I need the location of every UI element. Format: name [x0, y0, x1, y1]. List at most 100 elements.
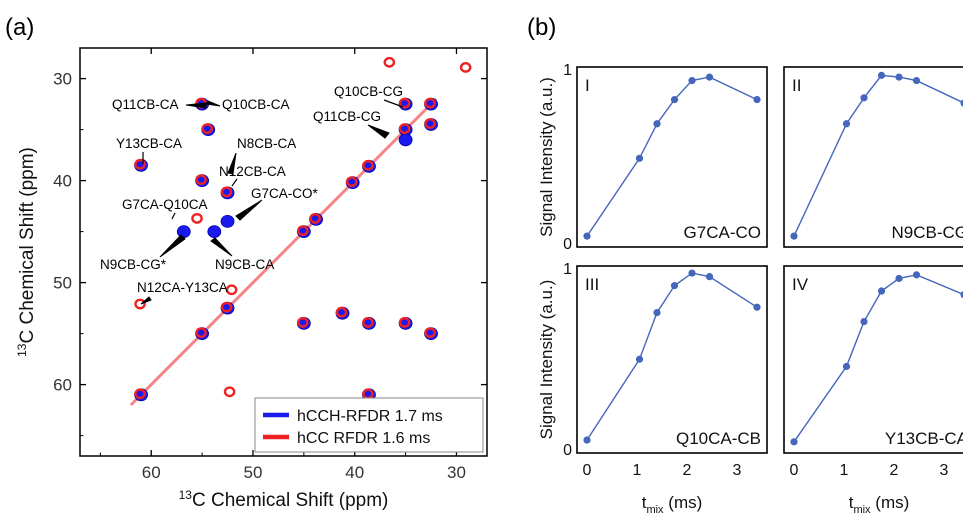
x-axis-label-text: t [849, 493, 854, 512]
y-axis-label: Signal Intensity (a.u.) [537, 280, 556, 440]
data-point [653, 308, 661, 317]
annotation-label: Q10CB-CA [222, 97, 290, 112]
peak-hcc-rfdr [134, 388, 146, 400]
annotation-pointer [235, 199, 263, 221]
x-tick-label: 3 [733, 462, 742, 479]
peak-hcc-rfdr [424, 97, 436, 109]
annotation-label: N8CB-CA [237, 136, 296, 151]
peak-hcc-rfdr [134, 158, 146, 170]
peak-hcc-rfdr [398, 97, 411, 109]
peak-hcc-rfdr [398, 316, 411, 328]
data-point [688, 76, 696, 85]
peak-hcc-rfdr [195, 327, 207, 338]
annotation-pointer [140, 296, 152, 305]
peak-hcc-rfdr [297, 225, 309, 237]
legend-box [254, 397, 484, 453]
data-point [895, 73, 903, 81]
peak-hcc-rfdr [362, 316, 374, 328]
legend-label: hCC RFDR 1.6 ms [297, 430, 430, 447]
annotation-label: N12CA-Y13CA [137, 280, 228, 295]
y-tick-label: 60 [53, 376, 72, 395]
buildup-subplot: II N9CB-CG [783, 66, 963, 248]
subplot-frame [783, 66, 963, 248]
subplot-label: N9CB-CG [891, 223, 963, 242]
x-tick-label: 50 [244, 463, 263, 482]
data-point [842, 362, 851, 371]
annotation-label: G7CA-CO* [251, 186, 319, 201]
peak-hcc-rfdr [201, 123, 214, 135]
annotation-label: N9CB-CA [215, 257, 274, 272]
subplot-label: Y13CB-CA [885, 429, 963, 448]
peak-hcc-rfdr [134, 298, 146, 310]
x-axis-label-text: C Chemical Shift (ppm) [192, 490, 388, 511]
annotation-label: N9CB-CG* [100, 257, 167, 272]
annotation-pointer [367, 124, 390, 139]
x-axis-label-superscript: 13 [179, 488, 193, 502]
annotation-pointers [140, 99, 404, 305]
peak-hcc-rfdr [424, 327, 436, 338]
x-tick-label: 1 [840, 462, 849, 479]
x-axis-label-subscript: mix [646, 504, 664, 516]
subplot-roman-label: I [585, 76, 590, 95]
peak-hcc-rfdr [297, 316, 309, 328]
annotation-pointer [159, 234, 186, 258]
subplot-label: G7CA-CO [684, 223, 761, 242]
data-point [790, 438, 798, 446]
buildup-subplot: I G7CA-CO 1 0 Signal Intensity (a.u.) [537, 62, 768, 253]
peak-hcc-rfdr [225, 284, 238, 296]
data-point [860, 317, 868, 326]
y-tick-label: 1 [563, 62, 572, 79]
peak-hcch-rfdr [207, 225, 222, 239]
data-point [635, 355, 644, 363]
subplot-frame [783, 265, 963, 454]
buildup-subplot: IV Y13CB-CA 0 1 2 3 tmix (ms) [783, 265, 963, 516]
data-point [842, 120, 851, 128]
x-tick-label: 2 [890, 462, 899, 479]
series-line [793, 274, 963, 443]
peak-hcc-rfdr [398, 123, 411, 135]
data-point [583, 436, 591, 444]
peak-hcch-rfdr [176, 225, 191, 239]
annotation-pointer [171, 212, 176, 220]
x-axis-label: 13C Chemical Shift (ppm) [179, 488, 389, 511]
annotation-label: Y13CB-CA [116, 136, 182, 151]
peak-hcch-rfdr [220, 214, 235, 228]
data-point [705, 273, 714, 281]
data-point [895, 274, 903, 283]
annotation-pointer [185, 102, 207, 109]
annotation-pointer [205, 100, 221, 107]
nmr-annotations: Q11CB-CA Q10CB-CA Q10CB-CG Q11CB-CG Y13C… [100, 84, 403, 295]
peak-hcch-rfdr [398, 133, 413, 147]
data-point [688, 269, 696, 277]
y-tick-label: 0 [563, 236, 572, 253]
peak-hcc-rfdr [220, 186, 233, 198]
peak-hcc-rfdr [335, 306, 348, 318]
x-axis-label-subscript: mix [853, 504, 871, 516]
subplot-label: Q10CA-CB [676, 429, 761, 448]
data-point [653, 120, 661, 128]
annotation-label: Q10CB-CG [334, 84, 403, 99]
y-tick-label: 40 [53, 172, 72, 191]
subplot-frame [576, 66, 768, 248]
peak-hcc-rfdr [309, 212, 321, 224]
peak-hcc-rfdr [362, 159, 374, 171]
data-point [790, 232, 798, 240]
data-point [912, 271, 921, 279]
annotation-pointer [227, 152, 237, 175]
y-axis-label-superscript: 13 [15, 343, 29, 357]
series-line [586, 272, 758, 441]
peak-hcc-rfdr [459, 62, 472, 73]
y-axis-label: 13C Chemical Shift (ppm) [15, 147, 38, 357]
y-axis-label: Signal Intensity (a.u.) [537, 77, 556, 237]
y-tick-label: 1 [563, 261, 572, 278]
x-tick-label: 60 [142, 463, 161, 482]
data-point [877, 287, 886, 295]
subplot-roman-label: II [792, 76, 801, 95]
y-tick-label: 0 [563, 442, 572, 459]
data-point [753, 303, 761, 311]
x-tick-label: 0 [790, 462, 799, 479]
x-axis-label: tmix (ms) [642, 493, 703, 516]
peak-hcc-rfdr [345, 176, 358, 188]
